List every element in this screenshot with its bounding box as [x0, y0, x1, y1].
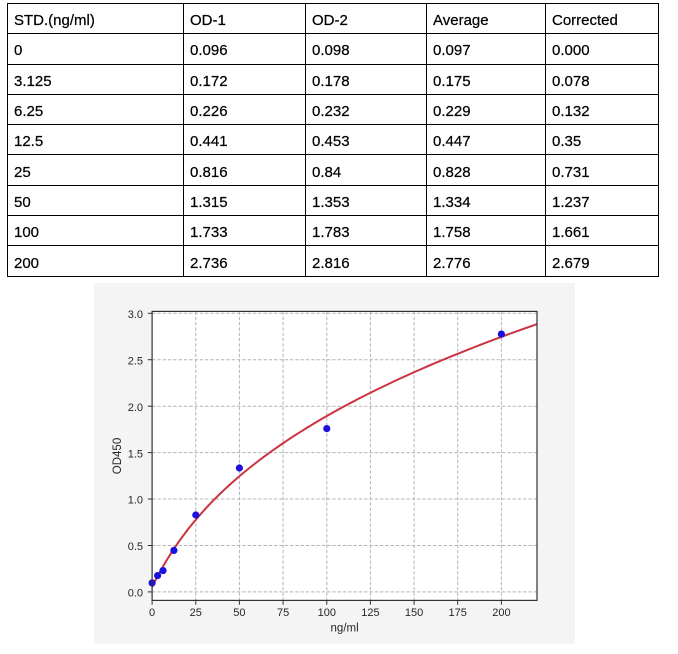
svg-text:100: 100	[318, 607, 336, 619]
svg-text:0: 0	[149, 607, 155, 619]
svg-text:1.5: 1.5	[128, 448, 143, 460]
svg-text:ng/ml: ng/ml	[331, 623, 359, 635]
svg-text:25: 25	[190, 607, 202, 619]
svg-text:175: 175	[449, 607, 467, 619]
svg-text:125: 125	[361, 607, 379, 619]
svg-text:2.0: 2.0	[128, 402, 143, 414]
svg-text:200: 200	[492, 607, 510, 619]
svg-text:1.0: 1.0	[128, 495, 143, 507]
svg-text:3.0: 3.0	[128, 309, 143, 321]
svg-text:0.0: 0.0	[128, 588, 143, 600]
svg-text:2.5: 2.5	[128, 355, 143, 367]
svg-text:50: 50	[233, 607, 245, 619]
svg-text:75: 75	[277, 607, 289, 619]
svg-text:150: 150	[405, 607, 423, 619]
svg-text:OD450: OD450	[112, 438, 124, 474]
svg-text:0.5: 0.5	[128, 541, 143, 553]
